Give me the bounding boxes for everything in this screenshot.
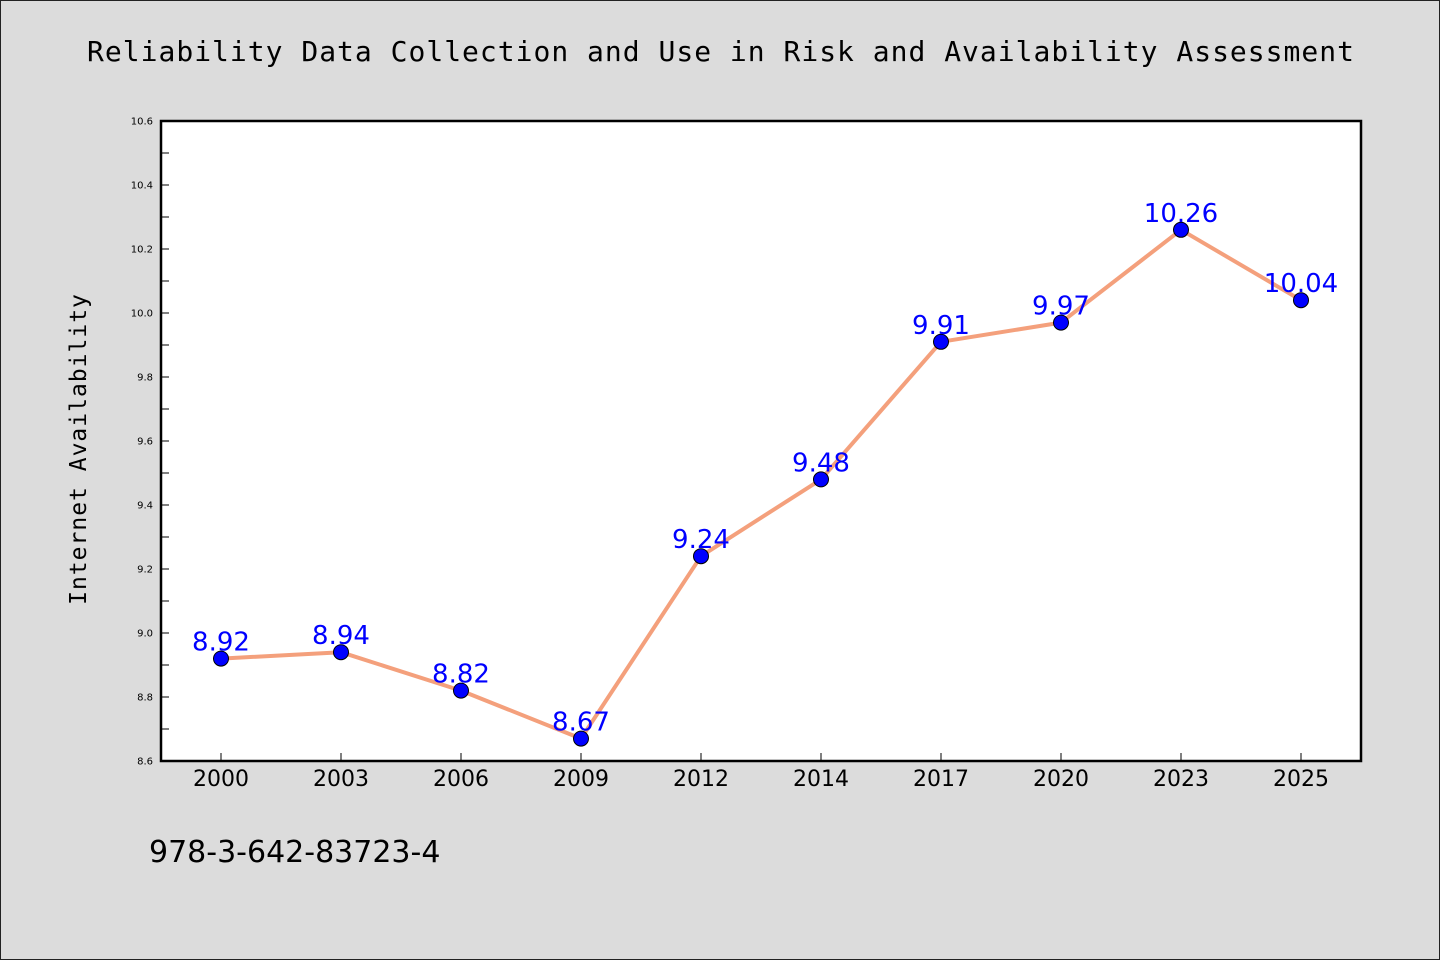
data-label: 8.82 bbox=[432, 660, 490, 690]
y-tick-label: 8.6 bbox=[137, 757, 153, 768]
y-tick-label: 10.4 bbox=[131, 181, 153, 192]
data-label: 9.97 bbox=[1032, 292, 1090, 322]
y-tick-label: 10.6 bbox=[131, 117, 153, 128]
data-point bbox=[573, 730, 589, 747]
x-axis: 2000 2003 2006 2009 2012 2014 2017 2020 2023 2025 bbox=[193, 753, 1329, 792]
data-label: 10.04 bbox=[1264, 269, 1338, 299]
y-tick-label: 9.6 bbox=[137, 437, 153, 448]
x-tick-label: 2003 bbox=[313, 767, 369, 792]
data-point bbox=[693, 548, 709, 565]
series-markers bbox=[213, 221, 1309, 747]
data-point bbox=[1293, 292, 1309, 309]
data-point bbox=[333, 644, 349, 661]
data-label: 9.48 bbox=[792, 448, 850, 478]
y-tick-label: 9.2 bbox=[137, 565, 153, 576]
data-label: 9.24 bbox=[672, 525, 730, 555]
data-label: 8.92 bbox=[192, 628, 250, 658]
data-point bbox=[213, 650, 229, 667]
y-tick-label: 8.8 bbox=[137, 693, 153, 704]
y-tick-label: 10.0 bbox=[131, 309, 153, 320]
y-axis: 8.6 8.8 9.0 9.2 9.4 9.6 9.8 10.0 10.2 10.4 10.6 bbox=[131, 117, 169, 768]
data-label: 9.91 bbox=[912, 311, 970, 341]
data-point bbox=[813, 471, 829, 488]
x-tick-label: 2020 bbox=[1033, 767, 1089, 792]
x-tick-label: 2000 bbox=[193, 767, 249, 792]
x-tick-label: 2012 bbox=[673, 767, 729, 792]
x-tick-label: 2025 bbox=[1273, 767, 1329, 792]
data-labels: 8.92 8.94 8.82 8.67 9.24 9.48 9.91 9.97 10.26 10.… bbox=[192, 199, 1338, 738]
y-axis-label: Internet Availability bbox=[66, 293, 92, 605]
y-tick-label: 9.8 bbox=[137, 373, 153, 384]
series-line bbox=[219, 227, 1303, 741]
y-tick-label: 9.0 bbox=[137, 629, 153, 640]
x-tick-label: 2009 bbox=[553, 767, 609, 792]
data-label: 8.67 bbox=[552, 708, 610, 738]
data-point bbox=[933, 333, 949, 350]
x-tick-label: 2023 bbox=[1153, 767, 1209, 792]
data-label: 8.94 bbox=[312, 621, 370, 651]
series-line-group bbox=[219, 227, 1303, 741]
isbn-text: 978-3-642-83723-4 bbox=[149, 835, 441, 870]
plot-area bbox=[159, 119, 1363, 763]
y-tick-label: 10.2 bbox=[131, 245, 153, 256]
x-tick-label: 2006 bbox=[433, 767, 489, 792]
x-tick-label: 2014 bbox=[793, 767, 849, 792]
x-tick-label: 2017 bbox=[913, 767, 969, 792]
y-tick-label: 9.4 bbox=[137, 501, 153, 512]
data-label: 10.26 bbox=[1144, 199, 1218, 229]
data-point bbox=[1173, 221, 1189, 238]
chart-title: Reliability Data Collection and Use in R… bbox=[87, 35, 1355, 68]
data-point bbox=[1053, 314, 1069, 331]
data-point bbox=[453, 682, 469, 699]
